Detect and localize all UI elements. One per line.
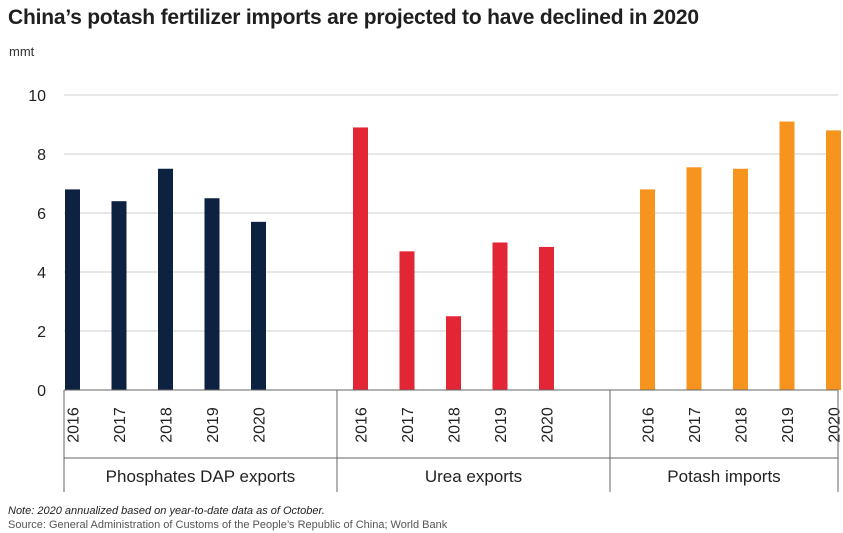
bar (539, 246, 554, 390)
group-label: Potash imports (667, 467, 780, 486)
x-tick-label: 2016 (354, 407, 371, 443)
y-tick-label: 4 (37, 265, 46, 282)
bar (399, 251, 415, 390)
bar (204, 198, 220, 390)
x-tick-label: 2017 (112, 407, 129, 443)
y-tick-label: 2 (37, 324, 46, 341)
bar (686, 167, 702, 390)
x-tick-label: 2020 (252, 407, 269, 443)
bar (111, 201, 127, 390)
bar (158, 168, 173, 390)
x-tick-label: 2018 (159, 407, 176, 443)
x-tick-label: 2017 (687, 407, 704, 443)
y-tick-label: 10 (28, 88, 46, 105)
x-tick-label: 2019 (493, 407, 510, 443)
y-tick-label: 6 (37, 206, 46, 223)
x-tick-label: 2020 (827, 407, 843, 443)
group-label: Urea exports (425, 467, 522, 486)
bar (251, 221, 266, 390)
bar (779, 121, 795, 391)
bar (733, 168, 748, 390)
x-tick-label: 2020 (540, 407, 557, 443)
x-tick-label: 2019 (780, 407, 797, 443)
x-tick-label: 2016 (641, 407, 658, 443)
x-tick-label: 2018 (447, 407, 464, 443)
chart-note: Note: 2020 annualized based on year-to-d… (8, 505, 325, 517)
bars (65, 121, 841, 391)
x-tick-label: 2016 (66, 407, 83, 443)
y-axis-unit-label: mmt (9, 44, 35, 59)
bar (492, 242, 508, 390)
bar (353, 127, 368, 390)
y-tick-label: 8 (37, 147, 46, 164)
x-tick-label: 2019 (205, 407, 222, 443)
axes: 0 2 4 6 8 10 2016 2017 2018 2019 2020 Phosphates DA… (28, 88, 843, 492)
x-tick-label: 2017 (400, 407, 417, 443)
chart-title: China’s potash fertilizer imports are pr… (8, 6, 699, 29)
bar (826, 130, 841, 390)
gridlines (64, 94, 838, 332)
bar (65, 189, 80, 390)
group-label: Phosphates DAP exports (106, 467, 296, 486)
bar-chart: 0 2 4 6 8 10 2016 2017 2018 2019 2020 Phosphates DA… (28, 88, 843, 492)
y-tick-label: 0 (37, 383, 46, 400)
bar (640, 189, 655, 390)
x-tick-label: 2018 (734, 407, 751, 443)
chart-source: Source: General Administration of Custom… (8, 519, 448, 531)
bar (446, 316, 461, 390)
